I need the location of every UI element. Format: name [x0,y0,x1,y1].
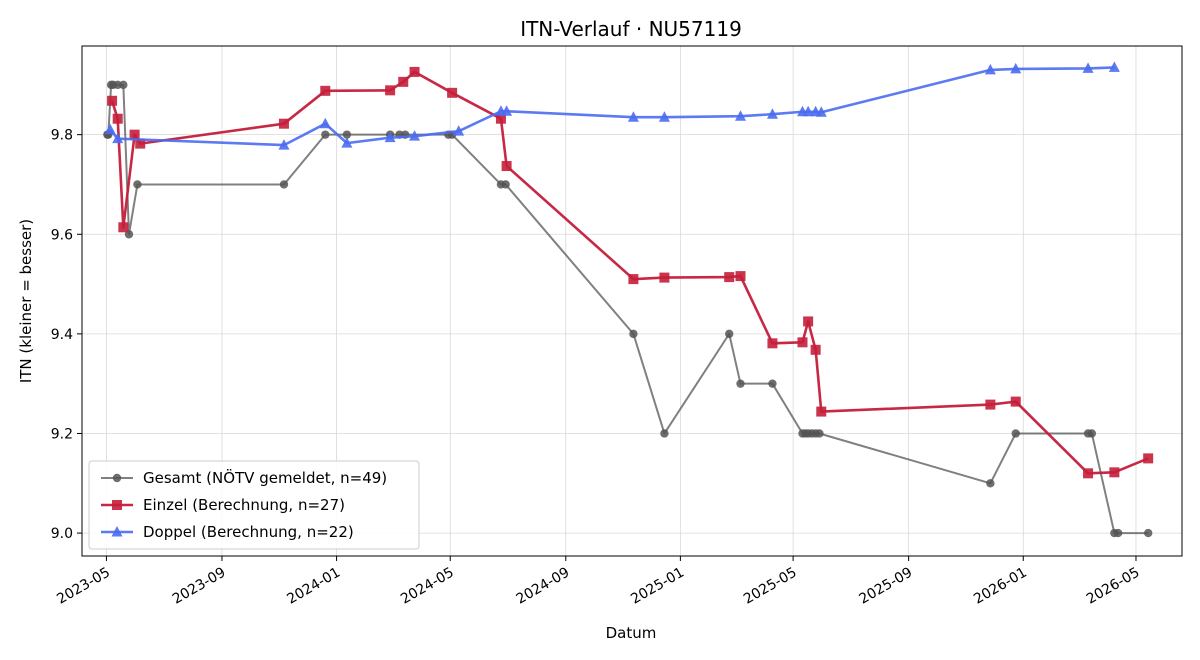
data-point [279,180,289,189]
data-point [724,272,735,283]
y-tick-label: 9.4 [51,327,73,343]
data-point [384,131,396,143]
data-point [278,118,289,129]
data-point [815,429,824,438]
series-line [109,66,1115,147]
data-point [1143,528,1153,538]
data-point [1113,528,1123,538]
data-point [342,130,352,139]
series-line [107,83,1149,535]
data-point [628,274,639,285]
legend-label: Einzel (Berechnung, n=27) [143,496,345,514]
data-point [767,338,778,349]
data-point [627,111,639,122]
data-point [810,344,821,355]
data-point [129,129,140,140]
data-point [659,272,670,283]
y-axis-title: ITN (kleiner = besser) [17,219,35,383]
x-axis-title: Datum [606,624,657,642]
series-triangle [104,61,1120,150]
data-point [341,137,353,148]
y-tick-label: 9.6 [51,227,73,243]
data-point [409,66,420,77]
data-point [797,337,808,348]
data-point [495,113,506,124]
data-point [501,105,513,116]
data-point [1082,62,1094,73]
legend: Gesamt (NÖTV gemeldet, n=49) Einzel (Bere… [88,460,420,550]
data-point [1083,468,1094,479]
data-point [766,108,778,119]
data-point [107,95,118,106]
series-layer [103,61,1154,538]
data-point [501,161,512,172]
data-point [660,429,669,438]
data-point [321,130,330,139]
y-tick-label: 9.2 [51,426,73,442]
data-point [1010,396,1021,407]
legend-marker [111,526,123,537]
y-tick-label: 9.8 [51,128,73,144]
legend-marker [112,473,122,483]
legend-label: Doppel (Berechnung, n=22) [143,523,354,541]
data-point [1143,453,1154,464]
data-point [1087,429,1097,438]
data-point [385,85,396,96]
legend-marker [112,500,122,510]
data-point [118,222,129,233]
data-point [319,117,331,129]
data-point [986,479,995,488]
data-point [133,180,142,189]
chart-title: ITN-Verlauf · NU57119 [520,17,742,41]
data-point [725,329,734,339]
data-point [501,180,510,189]
legend-frame [88,460,420,550]
data-point [320,85,331,96]
data-point [112,113,123,124]
series-square [107,66,1154,479]
data-point [984,63,996,75]
data-point [1010,62,1022,74]
data-point [453,125,465,136]
data-point [409,130,421,141]
data-point [816,406,827,417]
data-point [447,87,458,98]
plot-frame [81,45,1183,557]
data-point [1109,467,1120,478]
legend-label: Gesamt (NÖTV gemeldet, n=49) [143,468,387,487]
data-point [112,132,124,144]
data-point [278,139,290,150]
data-point [104,123,116,135]
data-point [735,271,746,282]
data-point [815,106,827,117]
y-tick-label: 9.0 [51,526,73,542]
data-point [119,80,128,90]
data-point [135,138,146,149]
data-point [985,399,996,410]
data-point [1011,429,1020,438]
data-point [803,316,814,327]
data-point [802,105,814,117]
data-point [734,110,746,121]
data-point [398,76,409,87]
data-point [658,111,670,122]
data-point [1108,61,1120,72]
data-point [736,379,745,388]
data-point [768,379,777,388]
data-point [629,329,638,339]
